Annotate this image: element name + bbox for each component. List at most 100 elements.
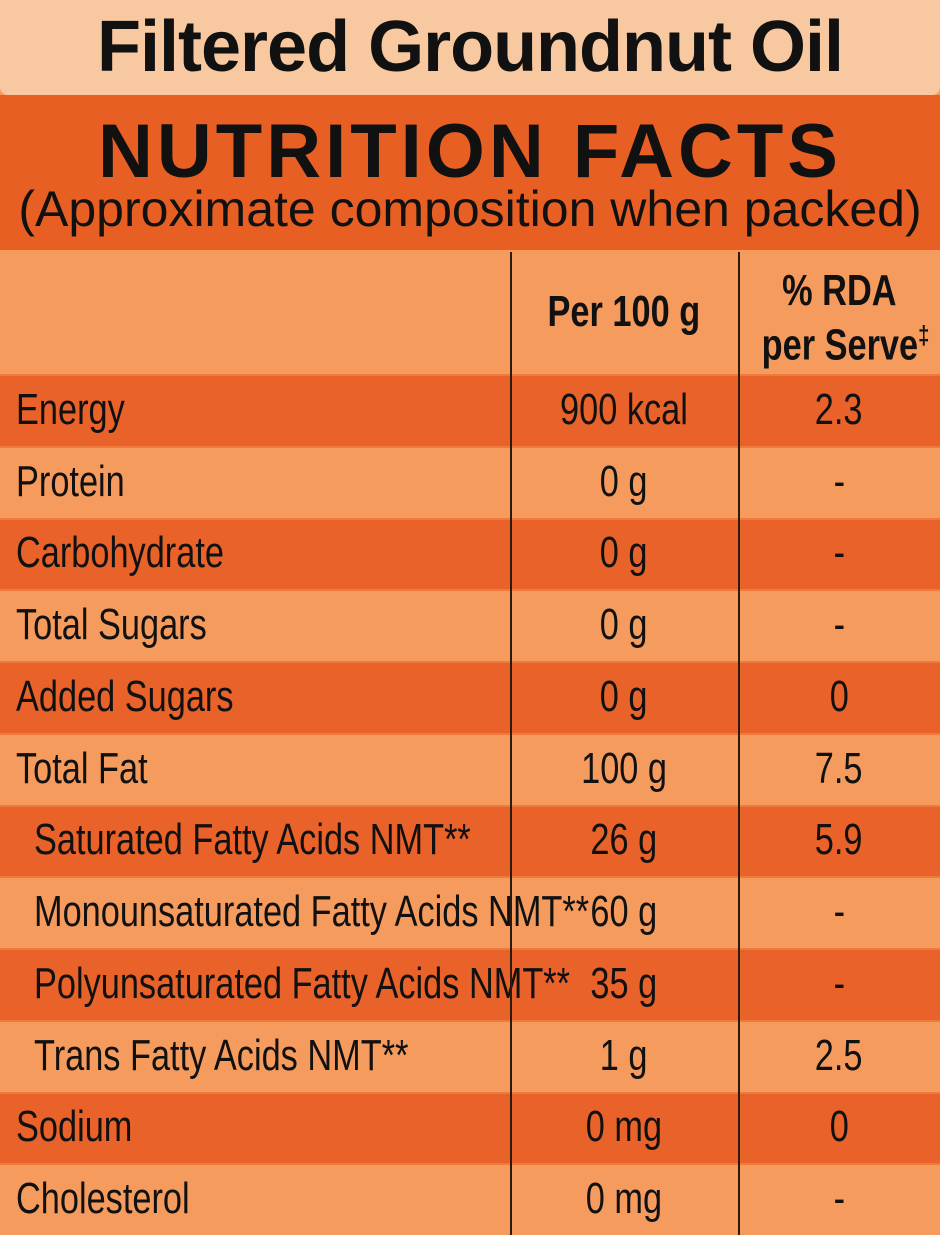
row-label: Total Sugars [16, 603, 261, 647]
row-label-text: Cholesterol [16, 1174, 190, 1224]
table-row [0, 1091, 940, 1164]
per-100g-text: 35 g [590, 958, 658, 1008]
per-100g-text: 0 g [600, 600, 648, 650]
column-header: per Serve‡ [738, 322, 940, 368]
per-100g-text: 0 mg [585, 1174, 663, 1224]
rda-text: - [833, 887, 845, 937]
per-100g: 0 g [510, 456, 738, 506]
row-label: Cholesterol [16, 1177, 239, 1221]
rda-text: - [833, 600, 845, 650]
table-row [0, 445, 940, 518]
per-100g-text: 0 g [600, 671, 648, 721]
rda: 2.5 [738, 1030, 940, 1080]
column-header: Per 100 g [510, 290, 738, 334]
rda-text: 0 [829, 1102, 849, 1152]
row-label-text: Energy [16, 384, 125, 434]
row-label-text: Polyunsaturated Fatty Acids NMT** [34, 958, 571, 1008]
row-label-text: Added Sugars [16, 671, 234, 721]
rda-text: - [833, 958, 845, 1008]
column-header-text: Per 100 g [547, 287, 701, 336]
heading: NUTRITION FACTS [98, 109, 842, 194]
per-100g-text: 900 kcal [560, 384, 688, 434]
per-100g: 0 mg [510, 1105, 738, 1149]
rda-text: - [833, 1174, 845, 1224]
table-row [0, 948, 940, 1020]
row-label: Energy [16, 384, 155, 434]
rda: 2.3 [738, 384, 940, 434]
row-label: Total Fat [16, 743, 185, 793]
row-label: Carbohydrate [16, 531, 283, 575]
rda: - [738, 603, 940, 647]
row-label: Sodium [16, 1105, 165, 1149]
per-100g-text: 1 g [600, 1030, 648, 1080]
per-100g: 900 kcal [510, 384, 738, 434]
rda: - [738, 958, 940, 1008]
rda: - [738, 1177, 940, 1221]
table-row [0, 374, 940, 446]
table-row [0, 1019, 940, 1092]
row-label-text: Monounsaturated Fatty Acids NMT** [34, 887, 590, 937]
rda-text: - [833, 528, 845, 578]
table-row [0, 517, 940, 590]
table-row [0, 804, 940, 877]
rda-text: 2.5 [815, 1030, 863, 1080]
column-header: % RDA [738, 266, 940, 315]
per-100g: 60 g [510, 890, 738, 934]
footnote-marker: ‡ [918, 320, 930, 350]
table-row [0, 589, 940, 661]
row-label: Saturated Fatty Acids NMT** [34, 818, 594, 862]
per-100g-text: 0 g [600, 528, 648, 578]
per-100g-text: 100 g [581, 743, 667, 793]
per-100g: 0 g [510, 603, 738, 647]
row-label-text: Saturated Fatty Acids NMT** [34, 815, 471, 865]
per-100g: 1 g [510, 1030, 738, 1080]
column-divider [738, 252, 740, 1235]
per-100g: 0 g [510, 531, 738, 575]
per-100g: 26 g [510, 818, 738, 862]
rda-text: 7.5 [815, 743, 863, 793]
column-header-text: per Serve‡ [761, 320, 930, 370]
per-100g-text: 60 g [590, 887, 658, 937]
row-label-text: Trans Fatty Acids NMT** [34, 1030, 409, 1080]
table-row [0, 1163, 940, 1235]
row-label-text: Sodium [16, 1102, 133, 1152]
header-row [0, 252, 940, 372]
per-100g: 35 g [510, 958, 738, 1008]
row-label: Trans Fatty Acids NMT** [34, 1030, 514, 1080]
rda-text: 5.9 [815, 815, 863, 865]
per-100g-text: 0 g [600, 456, 648, 506]
table-row [0, 876, 940, 948]
rda: 0 [738, 671, 940, 721]
table-row [0, 732, 940, 805]
per-100g-text: 26 g [590, 815, 658, 865]
row-label: Protein [16, 456, 155, 506]
rda: - [738, 531, 940, 575]
subtitle: (Approximate composition when packed) [18, 181, 922, 237]
rda: 7.5 [738, 743, 940, 793]
heading-band [0, 95, 940, 250]
rda: 5.9 [738, 818, 940, 862]
row-label-text: Carbohydrate [16, 528, 224, 578]
rda-text: 0 [829, 671, 849, 721]
title: Filtered Groundnut Oil [97, 7, 844, 87]
table-row [0, 661, 940, 733]
row-label-text: Total Sugars [16, 600, 207, 650]
per-100g-text: 0 mg [585, 1102, 663, 1152]
rda: - [738, 890, 940, 934]
title-band [0, 0, 940, 95]
column-header-text: % RDA [781, 266, 897, 315]
per-100g: 0 g [510, 671, 738, 721]
row-label: Polyunsaturated Fatty Acids NMT** [34, 958, 721, 1008]
rda: - [738, 456, 940, 506]
row-label-text: Protein [16, 456, 125, 506]
rda-text: - [833, 456, 845, 506]
per-100g: 100 g [510, 743, 738, 793]
rda: 0 [738, 1105, 940, 1149]
row-label-text: Total Fat [16, 743, 148, 793]
column-divider [510, 252, 512, 1235]
row-label: Monounsaturated Fatty Acids NMT** [34, 890, 746, 934]
rda-text: 2.3 [815, 384, 863, 434]
per-100g: 0 mg [510, 1177, 738, 1221]
row-label: Added Sugars [16, 671, 295, 721]
